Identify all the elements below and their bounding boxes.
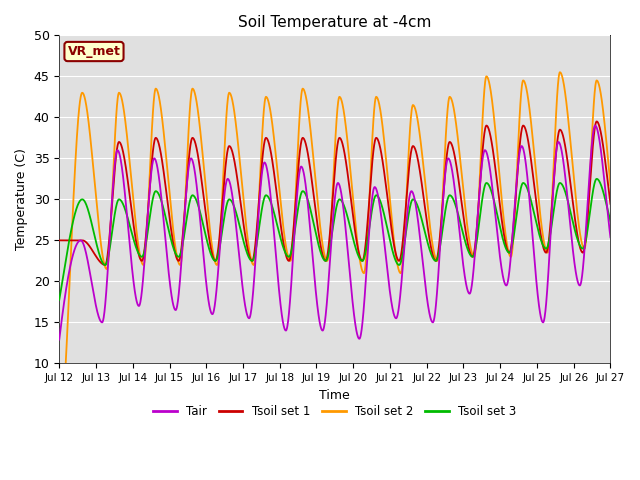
Tsoil set 1 [340, 149, 348, 155]
Tsoil set 2 [205, 224, 213, 229]
Tsoil set 2 [56, 444, 63, 450]
Tsoil set 1 [398, 248, 406, 253]
Y-axis label: Temperature (C): Temperature (C) [15, 148, 28, 250]
Line: Tsoil set 2: Tsoil set 2 [60, 72, 611, 447]
Tsoil set 1 [499, 222, 506, 228]
Tsoil set 1 [56, 238, 63, 243]
Tsoil set 3 [607, 218, 614, 224]
Tsoil set 2 [158, 113, 166, 119]
Tsoil set 3 [56, 297, 63, 303]
Tsoil set 1 [158, 158, 166, 164]
Legend: Tair, Tsoil set 1, Tsoil set 2, Tsoil set 3: Tair, Tsoil set 1, Tsoil set 2, Tsoil se… [148, 401, 522, 423]
Tsoil set 2 [397, 268, 405, 274]
Tsoil set 3 [340, 203, 348, 209]
Tair [340, 211, 348, 217]
Tair [499, 270, 506, 276]
Tsoil set 1 [593, 119, 600, 124]
Tsoil set 2 [582, 233, 590, 239]
Line: Tair: Tair [60, 126, 611, 340]
Tair [205, 304, 213, 310]
Tsoil set 3 [205, 247, 213, 253]
Tsoil set 3 [593, 176, 600, 182]
Tair [582, 222, 590, 228]
Tair [56, 337, 63, 343]
Tsoil set 3 [499, 234, 506, 240]
Title: Soil Temperature at -4cm: Soil Temperature at -4cm [238, 15, 431, 30]
Tsoil set 2 [607, 182, 614, 188]
Tair [397, 279, 405, 285]
Tsoil set 1 [607, 201, 614, 207]
Line: Tsoil set 3: Tsoil set 3 [60, 179, 611, 300]
Tsoil set 1 [206, 240, 214, 245]
Tsoil set 2 [556, 69, 564, 75]
Tsoil set 2 [499, 202, 506, 208]
Tsoil set 3 [158, 200, 166, 205]
Tsoil set 3 [582, 236, 590, 241]
Tair [158, 200, 166, 205]
Tair [607, 234, 614, 240]
Tair [591, 123, 599, 129]
X-axis label: Time: Time [319, 389, 350, 402]
Tsoil set 3 [397, 257, 405, 263]
Line: Tsoil set 1: Tsoil set 1 [60, 121, 611, 265]
Tsoil set 1 [101, 262, 109, 268]
Text: VR_met: VR_met [68, 45, 120, 58]
Tsoil set 2 [340, 110, 348, 116]
Tsoil set 1 [582, 228, 590, 234]
